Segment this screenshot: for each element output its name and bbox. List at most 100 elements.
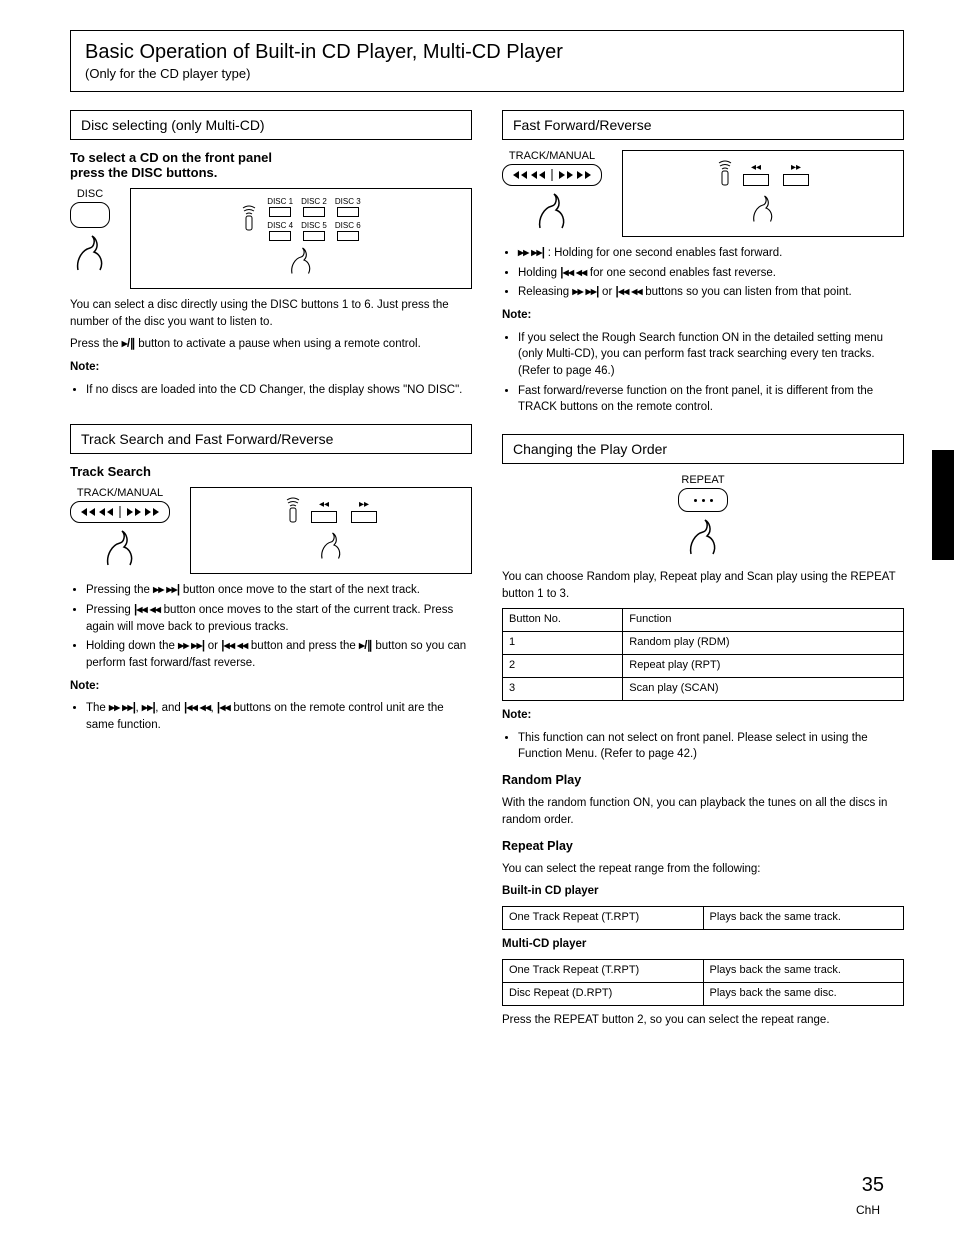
disc5-label: DISC 5 [301, 221, 327, 230]
track-panel-box: ◂◂ ▸▸ [190, 487, 472, 574]
disc-note-head: Note: [70, 359, 472, 376]
track-subheading: Track Search [70, 464, 472, 479]
disc2-btn[interactable] [303, 207, 325, 217]
ffrev-body-text: ▸▸ ▸▸| : Holding for one second enables … [502, 245, 904, 416]
finger-icon [316, 530, 346, 560]
ff-note-head: Note: [502, 307, 904, 324]
table-r2c1: 2 [503, 655, 623, 678]
playorder-diagram: REPEAT [502, 474, 904, 561]
left-column: Disc selecting (only Multi-CD) To select… [70, 110, 472, 1034]
track-bullet2: Pressing |◂◂ ◂◂ button once moves to the… [86, 602, 472, 635]
table-r3c1: 3 [503, 678, 623, 701]
track-diagrams: TRACK/MANUAL [70, 487, 472, 574]
page-footer-code: ChH [856, 1203, 880, 1217]
disc1-label: DISC 1 [267, 197, 293, 206]
disc-note: If no discs are loaded into the CD Chang… [86, 382, 472, 399]
ff-panel-rew-btn[interactable] [743, 174, 769, 186]
m-r1c1: One Track Repeat (T.RPT) [503, 959, 704, 982]
ff-bullet2: Holding |◂◂ ◂◂ for one second enables fa… [518, 265, 904, 282]
playorder-text1: You can choose Random play, Repeat play … [502, 569, 904, 602]
right-column: Fast Forward/Reverse TRACK/MANUAL [502, 110, 904, 1034]
builtin-table: One Track Repeat (T.RPT)Plays back the s… [502, 906, 904, 930]
remote-disc-button[interactable] [70, 202, 110, 228]
section-heading-playorder: Changing the Play Order [502, 434, 904, 464]
remote-track-label: TRACK/MANUAL [70, 487, 170, 499]
playorder-table: Button No. Function 1Random play (RDM) 2… [502, 608, 904, 701]
arrow-rew-label: ◂◂ [311, 500, 337, 510]
disc-button-grid: DISC 1 DISC 2 DISC 3 DISC 4 DISC 5 DISC … [267, 197, 360, 241]
m-r2c1: Disc Repeat (D.RPT) [503, 982, 704, 1005]
page-subtitle: (Only for the CD player type) [85, 66, 889, 81]
multi-label: Multi-CD player [502, 936, 904, 953]
disc-subheading: To select a CD on the front panelpress t… [70, 150, 472, 180]
section-heading-disc: Disc selecting (only Multi-CD) [70, 110, 472, 140]
remote-repeat-group: REPEAT [678, 474, 728, 561]
m-r1c2: Plays back the same track. [703, 959, 904, 982]
panel-arrow-buttons: ◂◂ ▸▸ [311, 500, 377, 523]
disc-text1: You can select a disc directly using the… [70, 297, 472, 330]
disc6-label: DISC 6 [335, 221, 361, 230]
finger-icon [532, 190, 572, 230]
bi-r1c1: One Track Repeat (T.RPT) [503, 907, 704, 930]
panel-rew-btn[interactable] [311, 511, 337, 523]
finger-icon [70, 232, 110, 272]
track-body-text: Pressing the ▸▸ ▸▸| button once move to … [70, 582, 472, 733]
ff-arrow-rew-label: ◂◂ [743, 163, 769, 173]
table-col2: Function [623, 609, 904, 632]
disc3-btn[interactable] [337, 207, 359, 217]
disc2-label: DISC 2 [301, 197, 327, 206]
disc4-btn[interactable] [269, 231, 291, 241]
remote-repeat-button[interactable] [678, 488, 728, 512]
repeat-footer: Press the REPEAT button 2, so you can se… [502, 1012, 904, 1029]
finger-icon [286, 245, 316, 275]
remote-emit-icon [717, 159, 733, 189]
remote-ffrev-label: TRACK/MANUAL [502, 150, 602, 162]
panel-ff-btn[interactable] [351, 511, 377, 523]
content-columns: Disc selecting (only Multi-CD) To select… [70, 110, 904, 1034]
arrow-ff-label: ▸▸ [351, 500, 377, 510]
finger-icon [683, 516, 723, 556]
remote-emit-icon [241, 204, 257, 234]
table-r2c2: Repeat play (RPT) [623, 655, 904, 678]
track-bullet1: Pressing the ▸▸ ▸▸| button once move to … [86, 582, 472, 599]
ffrev-diagrams: TRACK/MANUAL [502, 150, 904, 237]
multi-table: One Track Repeat (T.RPT)Plays back the s… [502, 959, 904, 1006]
builtin-label: Built-in CD player [502, 883, 904, 900]
remote-disc-label: DISC [70, 188, 110, 200]
track-note: The ▸▸ ▸▸|, ▸▸|, and |◂◂ ◂◂, |◂◂ buttons… [86, 700, 472, 733]
disc3-label: DISC 3 [335, 197, 361, 206]
section-heading-track: Track Search and Fast Forward/Reverse [70, 424, 472, 454]
playorder-body-text: You can choose Random play, Repeat play … [502, 569, 904, 1028]
random-head: Random Play [502, 771, 904, 789]
remote-emit-icon [285, 496, 301, 526]
disc5-btn[interactable] [303, 231, 325, 241]
remote-track-button[interactable] [70, 501, 170, 523]
disc-body-text: You can select a disc directly using the… [70, 297, 472, 398]
page-number: 35 [862, 1174, 884, 1197]
disc1-btn[interactable] [269, 207, 291, 217]
playorder-note-head: Note: [502, 707, 904, 724]
ff-note2: Fast forward/reverse function on the fro… [518, 383, 904, 416]
page-title: Basic Operation of Built-in CD Player, M… [85, 41, 889, 64]
ffrev-panel-box: ◂◂ ▸▸ [622, 150, 904, 237]
bi-r1c2: Plays back the same track. [703, 907, 904, 930]
finger-icon [100, 527, 140, 567]
disc6-btn[interactable] [337, 231, 359, 241]
ff-bullet1: ▸▸ ▸▸| : Holding for one second enables … [518, 245, 904, 262]
track-note-head: Note: [70, 678, 472, 695]
finger-icon [748, 193, 778, 223]
disc-text2: Press the ▸/∥ button to activate a pause… [70, 336, 472, 353]
remote-ffrev-group: TRACK/MANUAL [502, 150, 602, 235]
table-col1: Button No. [503, 609, 623, 632]
remote-repeat-label: REPEAT [678, 474, 728, 486]
disc-panel-box: DISC 1 DISC 2 DISC 3 DISC 4 DISC 5 DISC … [130, 188, 472, 289]
remote-ffrev-button[interactable] [502, 164, 602, 186]
section-heading-ffrev: Fast Forward/Reverse [502, 110, 904, 140]
remote-disc-group: DISC [70, 188, 110, 277]
ff-arrow-ff-label: ▸▸ [783, 163, 809, 173]
ff-panel-ff-btn[interactable] [783, 174, 809, 186]
random-text: With the random function ON, you can pla… [502, 795, 904, 828]
remote-track-group: TRACK/MANUAL [70, 487, 170, 572]
table-r3c2: Scan play (SCAN) [623, 678, 904, 701]
track-bullet3: Holding down the ▸▸ ▸▸| or |◂◂ ◂◂ button… [86, 638, 472, 671]
